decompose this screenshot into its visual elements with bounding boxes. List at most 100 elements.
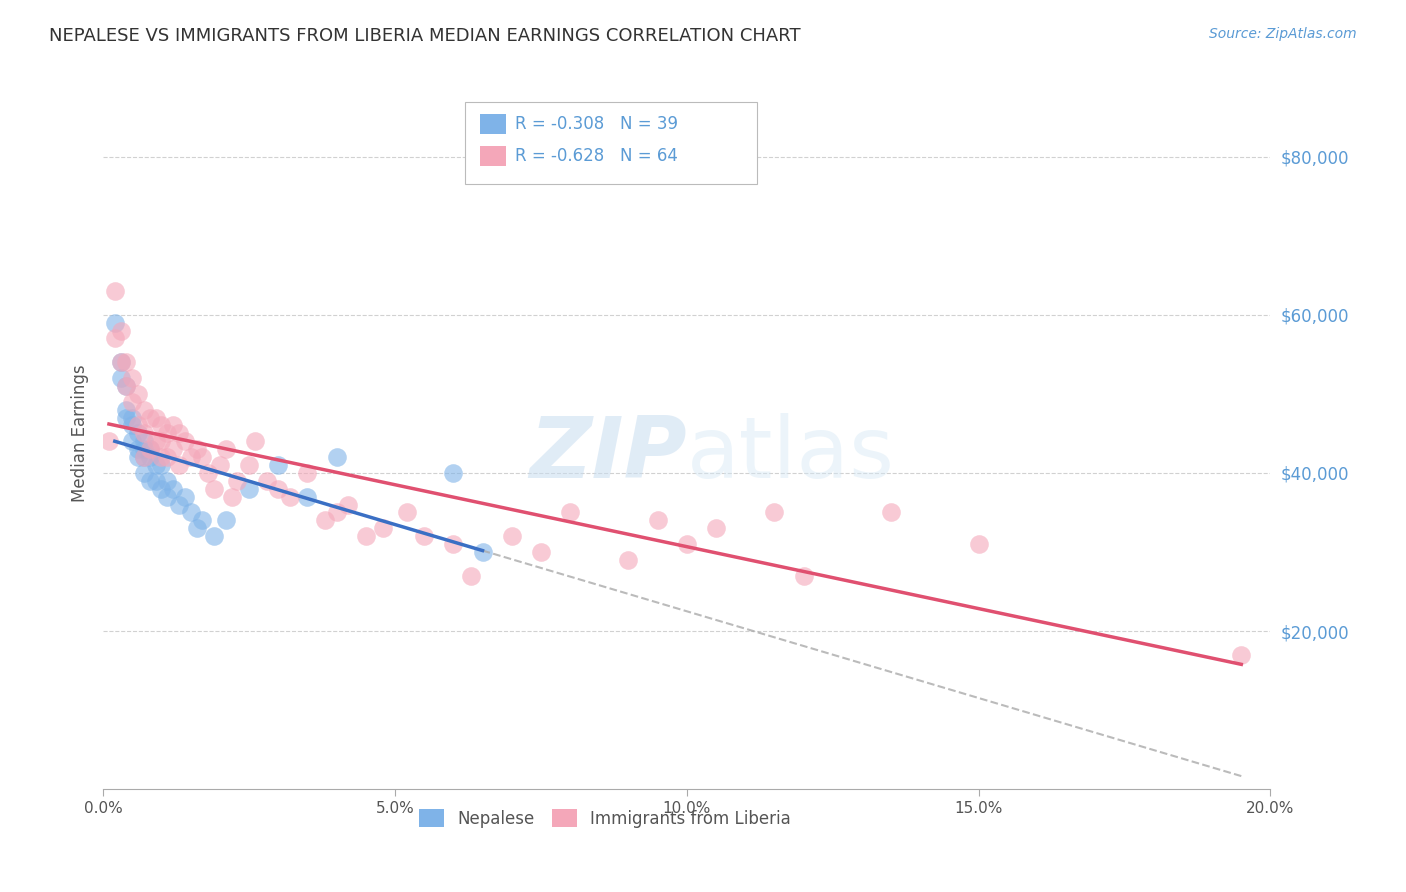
Y-axis label: Median Earnings: Median Earnings [72, 365, 89, 502]
Point [267, 482, 290, 496]
Point [115, 379, 138, 393]
Point [132, 466, 155, 480]
Point [139, 474, 162, 488]
Point [763, 505, 786, 519]
Point [558, 505, 581, 519]
Point [354, 529, 377, 543]
Point [297, 466, 319, 480]
Point [162, 442, 184, 457]
Point [647, 513, 669, 527]
Point [186, 521, 208, 535]
Point [115, 402, 138, 417]
Point [150, 418, 173, 433]
Point [156, 426, 179, 441]
Point [337, 498, 360, 512]
Point [215, 513, 238, 527]
Point [221, 490, 243, 504]
Point [162, 418, 184, 433]
Point [617, 553, 640, 567]
Point [115, 355, 138, 369]
Point [267, 458, 290, 472]
Point [121, 394, 143, 409]
Point [121, 371, 143, 385]
Point [139, 450, 162, 464]
Point [98, 434, 121, 449]
Point [115, 379, 138, 393]
Point [127, 442, 149, 457]
Point [256, 474, 278, 488]
Point [325, 505, 347, 519]
Point [132, 434, 155, 449]
Point [186, 442, 208, 457]
Point [243, 434, 266, 449]
Point [173, 490, 195, 504]
Point [121, 418, 143, 433]
Point [180, 505, 202, 519]
Point [278, 490, 301, 504]
Point [413, 529, 436, 543]
Point [238, 458, 260, 472]
Point [156, 450, 179, 464]
Text: ZIP: ZIP [529, 413, 686, 496]
Point [132, 450, 155, 464]
Point [880, 505, 903, 519]
Text: R = -0.628   N = 64: R = -0.628 N = 64 [515, 147, 678, 165]
Point [208, 458, 231, 472]
Point [226, 474, 249, 488]
Point [132, 426, 155, 441]
Point [150, 434, 173, 449]
Point [1230, 648, 1253, 662]
Point [191, 450, 214, 464]
Text: Source: ZipAtlas.com: Source: ZipAtlas.com [1209, 27, 1357, 41]
Point [145, 434, 167, 449]
Point [501, 529, 523, 543]
FancyBboxPatch shape [481, 146, 506, 167]
Point [150, 482, 173, 496]
Point [967, 537, 990, 551]
Point [530, 545, 553, 559]
Point [110, 355, 132, 369]
Point [127, 386, 149, 401]
Point [121, 410, 143, 425]
Point [704, 521, 727, 535]
Point [215, 442, 238, 457]
Point [132, 450, 155, 464]
Point [139, 442, 162, 457]
Point [180, 450, 202, 464]
Legend: Nepalese, Immigrants from Liberia: Nepalese, Immigrants from Liberia [413, 803, 797, 834]
Point [132, 442, 155, 457]
Point [127, 418, 149, 433]
Point [156, 490, 179, 504]
Point [395, 505, 418, 519]
Point [110, 355, 132, 369]
Point [162, 482, 184, 496]
Point [373, 521, 395, 535]
Point [191, 513, 214, 527]
Point [314, 513, 336, 527]
Point [110, 324, 132, 338]
Point [127, 450, 149, 464]
Point [110, 371, 132, 385]
Point [238, 482, 260, 496]
Text: atlas: atlas [686, 413, 894, 496]
Point [121, 434, 143, 449]
Point [150, 450, 173, 464]
FancyBboxPatch shape [481, 114, 506, 135]
Point [471, 545, 494, 559]
Point [167, 458, 190, 472]
Point [104, 316, 127, 330]
FancyBboxPatch shape [465, 103, 756, 185]
Point [115, 410, 138, 425]
Point [145, 474, 167, 488]
Point [139, 442, 162, 457]
Text: NEPALESE VS IMMIGRANTS FROM LIBERIA MEDIAN EARNINGS CORRELATION CHART: NEPALESE VS IMMIGRANTS FROM LIBERIA MEDI… [49, 27, 801, 45]
Point [297, 490, 319, 504]
Point [167, 426, 190, 441]
Point [173, 434, 195, 449]
Point [156, 474, 179, 488]
Point [167, 498, 190, 512]
Point [202, 482, 225, 496]
Point [793, 568, 815, 582]
Point [441, 537, 464, 551]
Point [132, 402, 155, 417]
